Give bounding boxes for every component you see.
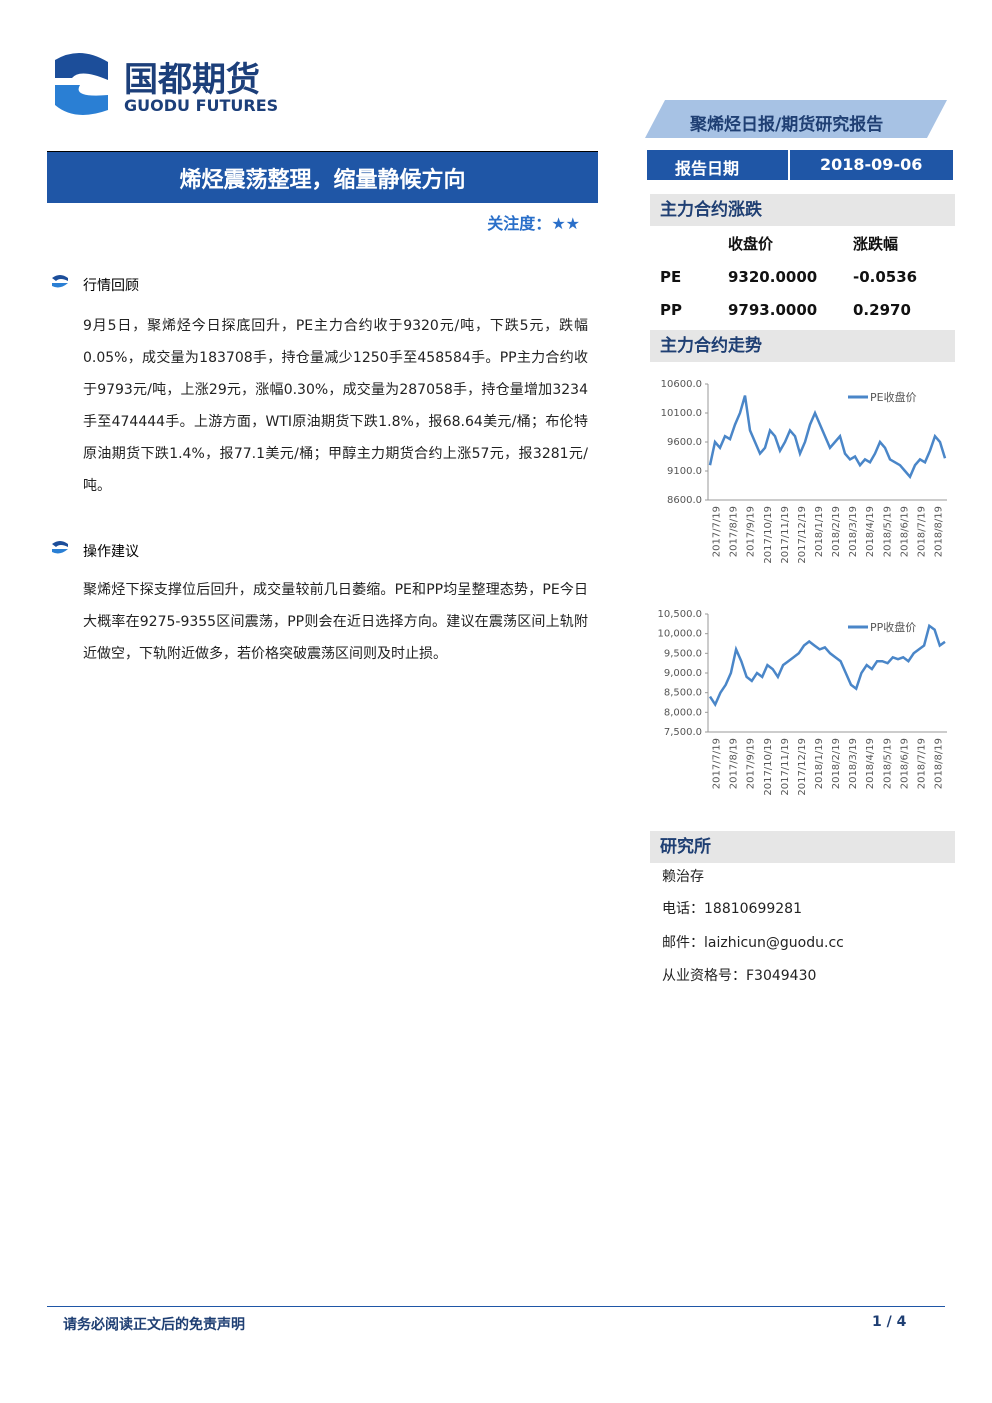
y-tick-label: 10,500.0 — [657, 609, 702, 620]
divider — [788, 150, 790, 180]
chart: 8600.0 9100.0 9600.0 10100.0 10600.0 2017/7/1… — [661, 379, 947, 564]
cell: 9793.0000 — [728, 301, 818, 319]
y-tick-label: 8,000.0 — [664, 707, 702, 718]
license: 从业资格号：F3049430 — [662, 968, 817, 984]
x-tick-label: 2017/9/19 — [746, 738, 757, 789]
logo-en: GUODU FUTURES — [124, 96, 279, 115]
x-tick-label: 2018/4/19 — [865, 506, 876, 557]
rule — [47, 151, 598, 152]
footer-rule — [47, 1306, 945, 1307]
line — [708, 395, 947, 480]
section-icon — [52, 275, 68, 288]
y-tick-label: 9,000.0 — [664, 668, 702, 679]
legend-label: PP收盘价 — [870, 620, 916, 634]
logo-icon — [55, 52, 108, 115]
paragraph: 聚烯烃下探支撑位后回升，成交量较前几日萎缩。PE和PP均呈整理态势，PE今日大概… — [83, 582, 588, 662]
x-tick-label: 2018/8/19 — [933, 506, 944, 557]
email: 邮件：laizhicun@guodu.cc — [662, 935, 844, 951]
title-bar — [47, 152, 598, 203]
y-tick-label: 10600.0 — [661, 379, 702, 390]
x-tick-label: 2018/5/19 — [882, 506, 893, 557]
x-tick-label: 2018/2/19 — [831, 506, 842, 557]
y-tick-label: 10100.0 — [661, 408, 702, 419]
paragraph: 9月5日，聚烯烃今日探底回升，PE主力合约收于9320元/吨，下跌5元，跌幅0.… — [83, 318, 588, 494]
x-tick-label: 2018/4/19 — [865, 738, 876, 789]
x-tick-label: 2017/7/19 — [712, 738, 723, 789]
x-tick-label: 2017/10/19 — [763, 738, 774, 796]
cell: 9320.0000 — [728, 268, 818, 286]
y-tick-label: 8,500.0 — [664, 688, 702, 699]
cell: 0.2970 — [853, 301, 911, 319]
x-tick-label: 2017/12/19 — [797, 738, 808, 796]
x-tick-label: 2018/1/19 — [814, 738, 825, 789]
date-bar — [647, 150, 953, 180]
legend-label: PE收盘价 — [870, 390, 917, 404]
x-tick-label: 2018/3/19 — [848, 738, 859, 789]
x-tick-label: 2017/12/19 — [797, 506, 808, 564]
attention: 关注度：★★ — [487, 210, 580, 234]
col-header: 涨跌幅 — [853, 235, 899, 253]
report-banner — [645, 100, 947, 138]
x-tick-label: 2018/7/19 — [916, 738, 927, 789]
y-tick-label: 7,500.0 — [664, 727, 702, 738]
attention-label: 关注度： — [487, 214, 552, 233]
cell: PP — [660, 301, 682, 319]
section-heading: 操作建议 — [83, 544, 139, 560]
x-tick-label: 2017/11/19 — [780, 738, 791, 796]
col-header: 收盘价 — [728, 235, 774, 253]
y-tick-label: 10,000.0 — [657, 629, 702, 640]
x-tick-label: 2017/9/19 — [746, 506, 757, 557]
section-icon — [52, 541, 68, 554]
date: 2018-09-06 — [820, 155, 923, 174]
y-tick-label: 9100.0 — [667, 466, 702, 477]
title: 烯烃震荡整理，缩量静候方向 — [179, 168, 466, 193]
logo-cn: 国都期货 — [124, 60, 260, 100]
y-tick-label: 9600.0 — [667, 437, 702, 448]
x-tick-label: 2018/5/19 — [882, 738, 893, 789]
x-tick-label: 2018/3/19 — [848, 506, 859, 557]
cell: PE — [660, 268, 682, 286]
x-tick-label: 2018/8/19 — [933, 738, 944, 789]
x-tick-label: 2017/7/19 — [712, 506, 723, 557]
y-tick-label: 8600.0 — [667, 495, 702, 506]
date-label: 报告日期 — [675, 159, 740, 178]
page-number: 1 / 4 — [872, 1314, 907, 1330]
disclaimer: 请务必阅读正文后的免责声明 — [63, 1317, 245, 1333]
line — [708, 623, 946, 708]
trend-heading: 主力合约走势 — [650, 330, 955, 362]
x-tick-label: 2017/8/19 — [729, 738, 740, 789]
x-tick-label: 2018/6/19 — [899, 506, 910, 557]
x-tick-label: 2018/6/19 — [899, 738, 910, 789]
institute-heading: 研究所 — [650, 831, 955, 863]
section-heading: 行情回顾 — [83, 278, 139, 294]
x-tick-label: 2017/10/19 — [763, 506, 774, 564]
cell: -0.0536 — [853, 268, 918, 286]
x-tick-label: 2018/1/19 — [814, 506, 825, 557]
y-tick-label: 9,500.0 — [664, 648, 702, 659]
x-tick-label: 2018/7/19 — [916, 506, 927, 557]
table-heading: 主力合约涨跌 — [650, 194, 955, 226]
report-type: 聚烯烃日报/期货研究报告 — [690, 115, 884, 135]
x-tick-label: 2018/2/19 — [831, 738, 842, 789]
phone: 电话：18810699281 — [662, 901, 802, 917]
analyst: 赖治存 — [662, 869, 704, 885]
x-tick-label: 2017/11/19 — [780, 506, 791, 564]
stars: ★★ — [551, 214, 580, 233]
chart: 7,500.0 8,000.0 8,500.0 9,000.0 9,500.0 10,00… — [657, 609, 947, 796]
x-tick-label: 2017/8/19 — [729, 506, 740, 557]
